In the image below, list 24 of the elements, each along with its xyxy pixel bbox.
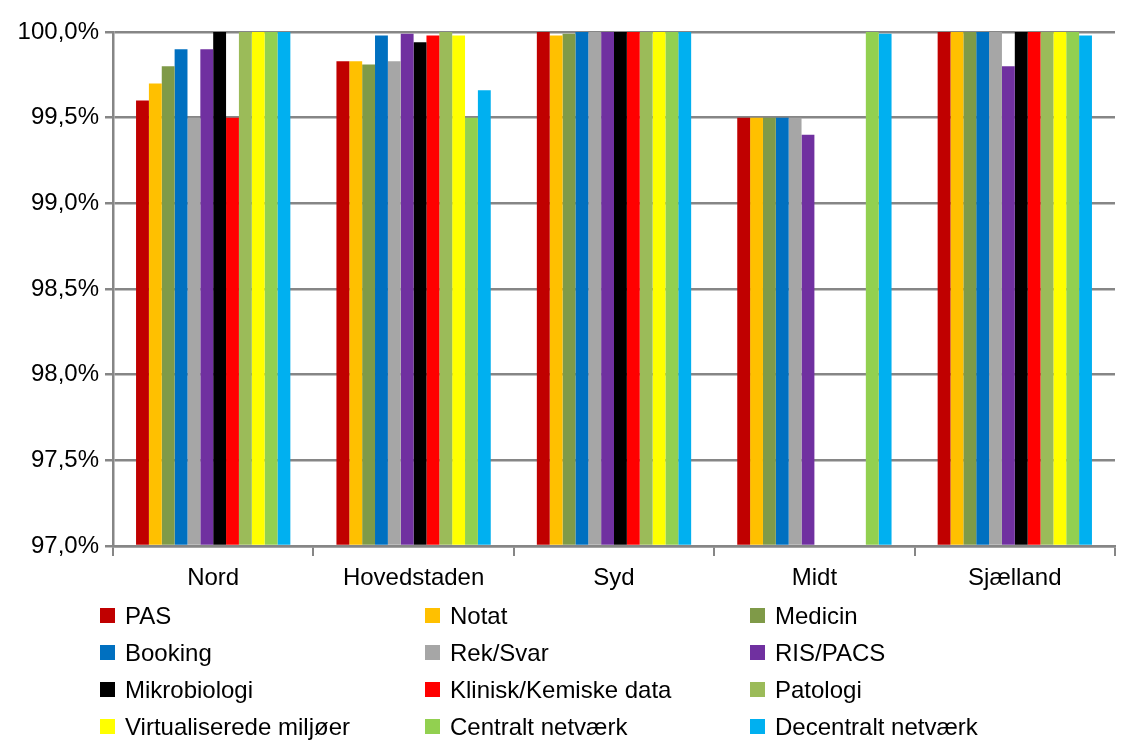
- legend-label: Centralt netværk: [450, 712, 628, 741]
- legend-label: RIS/PACS: [775, 638, 886, 667]
- legend-label: Klinisk/Kemiske data: [450, 675, 672, 704]
- y-tick-label: 99,5%: [30, 102, 99, 130]
- x-tick-label: Hovedstaden: [342, 563, 485, 591]
- x-tick-label: Midt: [791, 563, 838, 591]
- y-tick-label: 100,0%: [17, 16, 99, 44]
- y-tick-label: 98,0%: [30, 359, 99, 387]
- legend-label: Mikrobiologi: [125, 675, 254, 704]
- y-tick-label: 97,5%: [30, 444, 99, 472]
- y-tick-label: 98,5%: [30, 273, 99, 301]
- legend-label: Notat: [450, 601, 508, 630]
- legend-label: Patologi: [775, 675, 862, 704]
- legend-label: Rek/Svar: [450, 638, 549, 667]
- x-tick-label: Nord: [187, 563, 240, 591]
- legend-label: Virtualiserede miljøer: [125, 712, 350, 741]
- legend-label: PAS: [125, 601, 172, 630]
- legend-label: Medicin: [775, 601, 858, 630]
- x-tick-label: Syd: [593, 563, 635, 591]
- x-tick-label: Sjælland: [968, 563, 1062, 591]
- legend-label: Booking: [125, 638, 212, 667]
- y-tick-label: 97,0%: [30, 530, 99, 558]
- legend-label: Decentralt netværk: [775, 712, 978, 741]
- y-tick-label: 99,0%: [30, 187, 99, 215]
